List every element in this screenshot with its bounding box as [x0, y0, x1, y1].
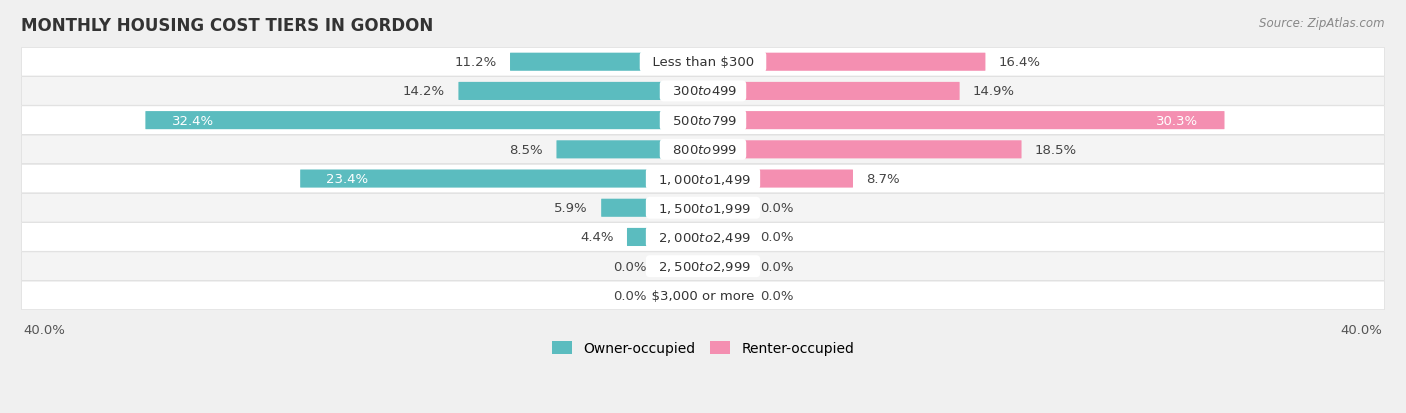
FancyBboxPatch shape [703, 112, 1225, 130]
Text: 32.4%: 32.4% [172, 114, 214, 127]
Text: $2,500 to $2,999: $2,500 to $2,999 [650, 259, 756, 273]
FancyBboxPatch shape [703, 199, 747, 217]
Text: 14.9%: 14.9% [973, 85, 1015, 98]
Text: Less than $300: Less than $300 [644, 56, 762, 69]
Text: 23.4%: 23.4% [326, 173, 368, 185]
Text: 0.0%: 0.0% [759, 289, 793, 302]
Text: $300 to $499: $300 to $499 [664, 85, 742, 98]
FancyBboxPatch shape [703, 141, 1022, 159]
FancyBboxPatch shape [602, 199, 703, 217]
FancyBboxPatch shape [299, 170, 703, 188]
Text: 14.2%: 14.2% [404, 85, 446, 98]
FancyBboxPatch shape [703, 287, 747, 305]
FancyBboxPatch shape [21, 252, 1385, 281]
Text: 4.4%: 4.4% [581, 231, 613, 244]
Text: 8.5%: 8.5% [509, 143, 543, 157]
Text: Source: ZipAtlas.com: Source: ZipAtlas.com [1260, 17, 1385, 29]
Text: $1,000 to $1,499: $1,000 to $1,499 [650, 172, 756, 186]
Text: 18.5%: 18.5% [1035, 143, 1077, 157]
Text: 0.0%: 0.0% [613, 289, 647, 302]
Text: 40.0%: 40.0% [1340, 323, 1382, 336]
FancyBboxPatch shape [21, 194, 1385, 223]
FancyBboxPatch shape [21, 165, 1385, 193]
FancyBboxPatch shape [458, 83, 703, 101]
Text: 0.0%: 0.0% [759, 202, 793, 215]
Text: 40.0%: 40.0% [24, 323, 66, 336]
FancyBboxPatch shape [703, 54, 986, 71]
FancyBboxPatch shape [510, 54, 703, 71]
FancyBboxPatch shape [557, 141, 703, 159]
Text: $2,000 to $2,499: $2,000 to $2,499 [650, 230, 756, 244]
FancyBboxPatch shape [659, 257, 703, 275]
Text: 16.4%: 16.4% [998, 56, 1040, 69]
FancyBboxPatch shape [627, 228, 703, 247]
FancyBboxPatch shape [145, 112, 703, 130]
FancyBboxPatch shape [21, 77, 1385, 106]
Text: 0.0%: 0.0% [759, 260, 793, 273]
Text: 0.0%: 0.0% [613, 260, 647, 273]
Text: 30.3%: 30.3% [1156, 114, 1198, 127]
Text: 5.9%: 5.9% [554, 202, 588, 215]
Text: MONTHLY HOUSING COST TIERS IN GORDON: MONTHLY HOUSING COST TIERS IN GORDON [21, 17, 433, 34]
Text: $500 to $799: $500 to $799 [664, 114, 742, 127]
Legend: Owner-occupied, Renter-occupied: Owner-occupied, Renter-occupied [546, 336, 860, 361]
Text: $1,500 to $1,999: $1,500 to $1,999 [650, 201, 756, 215]
Text: 8.7%: 8.7% [866, 173, 900, 185]
Text: $800 to $999: $800 to $999 [664, 143, 742, 157]
Text: $3,000 or more: $3,000 or more [643, 289, 763, 302]
FancyBboxPatch shape [21, 281, 1385, 310]
FancyBboxPatch shape [21, 223, 1385, 252]
FancyBboxPatch shape [21, 48, 1385, 77]
FancyBboxPatch shape [659, 287, 703, 305]
FancyBboxPatch shape [703, 170, 853, 188]
FancyBboxPatch shape [21, 136, 1385, 164]
FancyBboxPatch shape [21, 107, 1385, 135]
FancyBboxPatch shape [703, 228, 747, 247]
FancyBboxPatch shape [703, 83, 960, 101]
Text: 11.2%: 11.2% [454, 56, 496, 69]
FancyBboxPatch shape [703, 257, 747, 275]
Text: 0.0%: 0.0% [759, 231, 793, 244]
